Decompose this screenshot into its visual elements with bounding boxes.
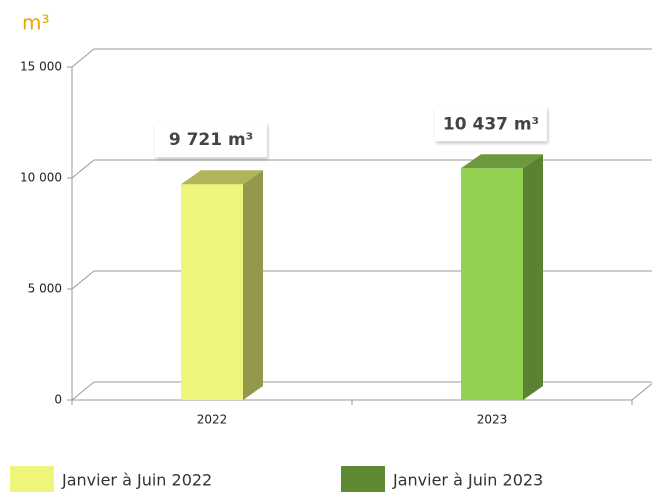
legend-swatch — [10, 466, 54, 492]
x-tick-label: 2022 — [197, 413, 228, 427]
legend-label: Janvier à Juin 2022 — [61, 471, 212, 490]
value-label-box — [155, 123, 267, 158]
value-label: 9 721 m³ — [169, 130, 253, 150]
grid-line — [71, 270, 652, 290]
bar-top — [181, 170, 263, 185]
value-label: 10 437 m³ — [443, 114, 539, 134]
legend-swatch — [341, 466, 385, 492]
legend-label: Janvier à Juin 2023 — [392, 471, 543, 490]
bar-top — [461, 154, 543, 169]
y-tick-label: 10 000 — [20, 171, 62, 185]
grid-line — [71, 48, 652, 68]
y-tick-label: 0 — [54, 393, 62, 407]
x-tick-label: 2023 — [477, 413, 508, 427]
bar-side — [243, 170, 263, 400]
bar-front — [461, 168, 523, 400]
y-tick-label: 15 000 — [20, 60, 62, 74]
bar-front — [181, 184, 243, 400]
value-label-box — [435, 107, 547, 142]
floor — [72, 382, 652, 401]
grid-line — [71, 381, 652, 401]
grid-line — [71, 159, 652, 179]
y-tick-label: 5 000 — [28, 282, 62, 296]
y-axis-label: m³ — [22, 11, 50, 35]
bar-side — [523, 154, 543, 400]
